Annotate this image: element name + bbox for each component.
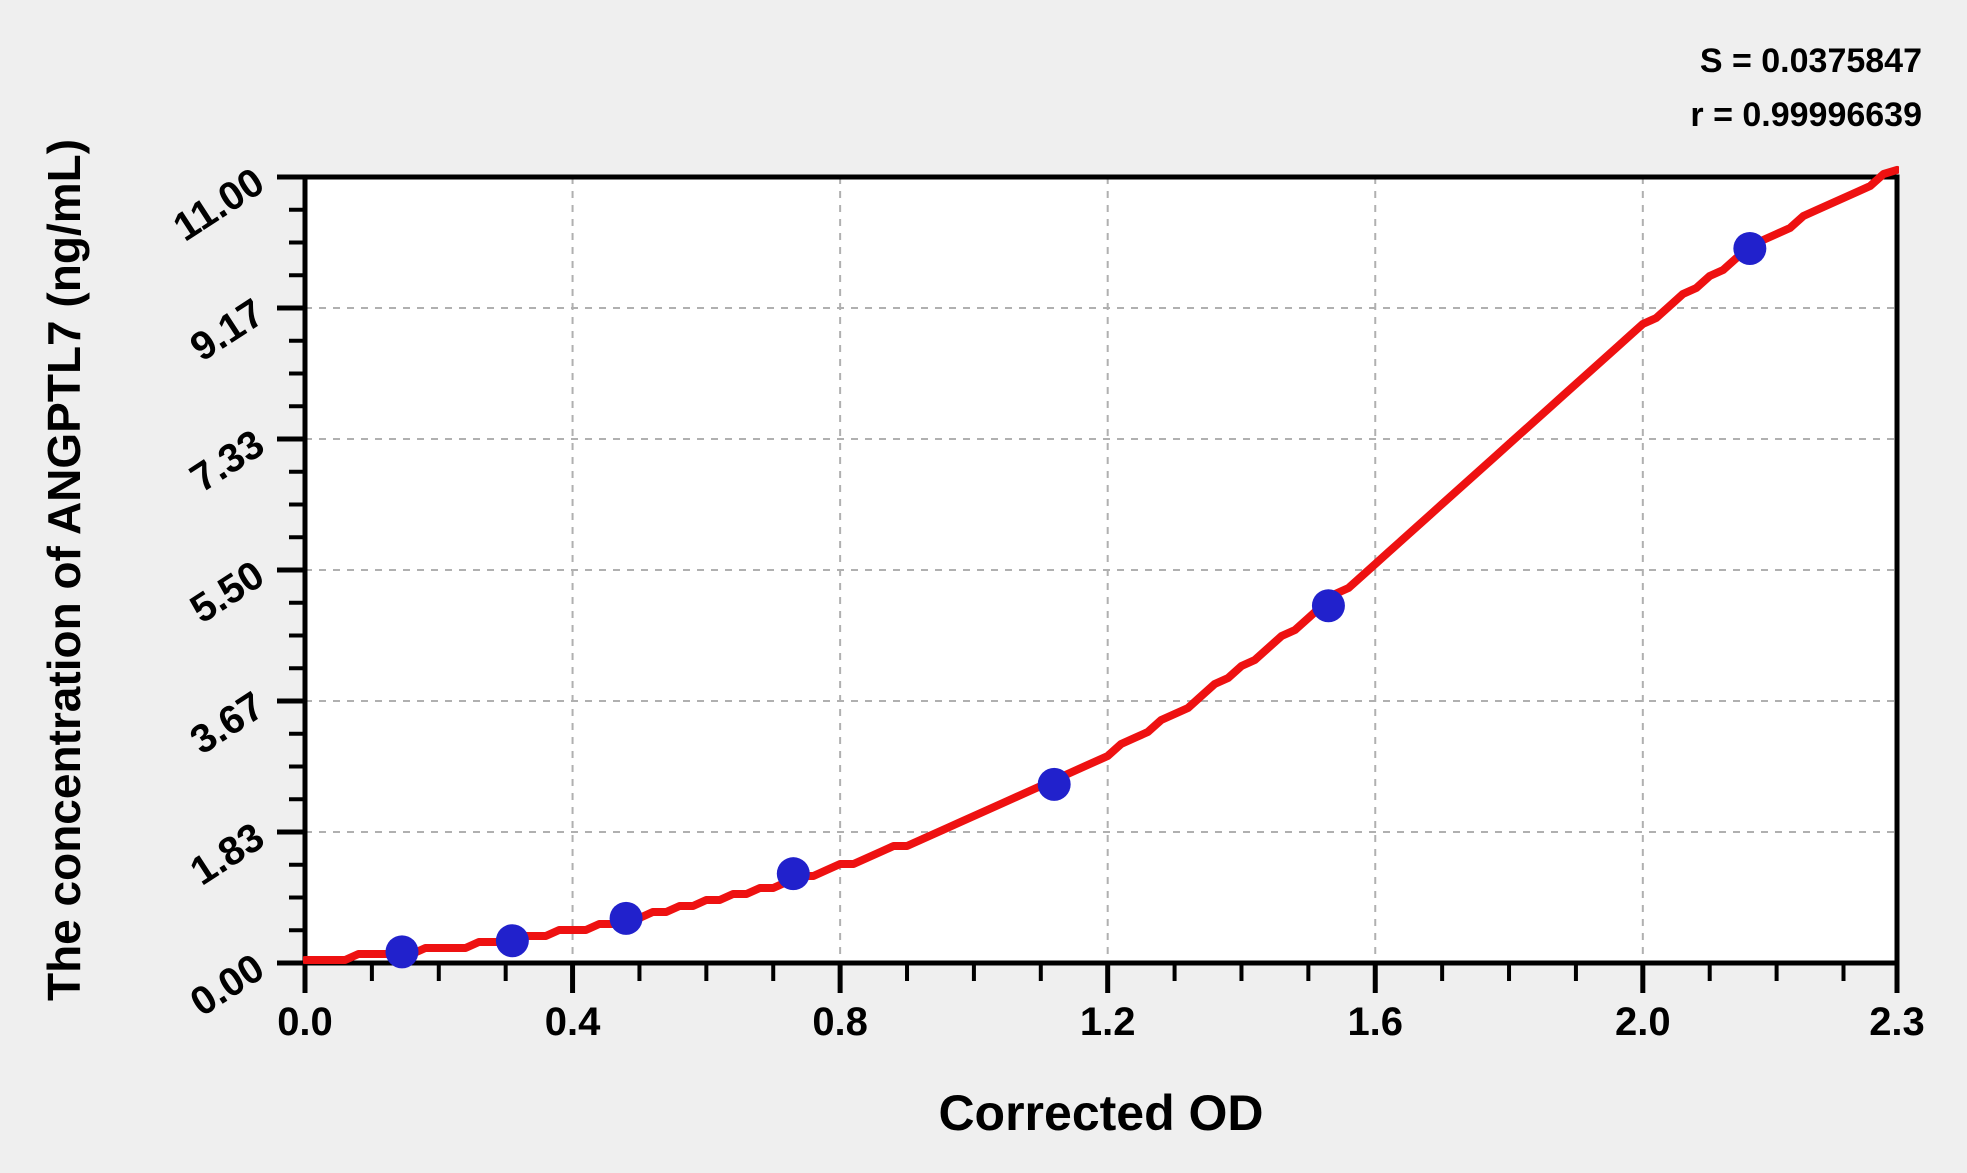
x-axis-title: Corrected OD <box>938 1085 1263 1141</box>
x-tick-label: 0.8 <box>812 1000 868 1044</box>
y-tick-label: 9.17 <box>183 291 272 370</box>
data-point <box>1037 767 1071 801</box>
gridlines <box>305 177 1897 963</box>
x-tick-label: 1.6 <box>1347 1000 1403 1044</box>
data-point <box>776 857 810 891</box>
y-tick-label: 1.83 <box>183 815 272 894</box>
x-tick-label: 2.3 <box>1869 1000 1925 1044</box>
y-axis-title: The concentration of ANGPTL7 (ng/mL) <box>38 139 90 1001</box>
x-tick-label: 1.2 <box>1080 1000 1136 1044</box>
y-tick-label: 5.50 <box>183 553 272 632</box>
y-tick-label: 7.33 <box>183 422 272 501</box>
stat-s-value: S = 0.0375847 <box>1700 42 1922 80</box>
plot-frame <box>302 174 1900 966</box>
axis-ticks <box>277 174 1900 993</box>
data-point <box>495 924 529 958</box>
y-tick-label: 3.67 <box>183 684 272 763</box>
y-tick-label: 11.00 <box>166 160 272 250</box>
data-point <box>385 935 419 969</box>
data-point <box>1733 231 1767 265</box>
x-tick-label: 2.0 <box>1615 1000 1671 1044</box>
x-tick-label: 0.4 <box>545 1000 601 1044</box>
data-point <box>1311 589 1345 623</box>
data-points <box>385 231 1767 969</box>
data-point <box>609 901 643 935</box>
plot-area <box>305 177 1897 963</box>
x-tick-label: 0.0 <box>277 1000 333 1044</box>
fit-curve-line <box>303 165 1899 964</box>
stat-r-value: r = 0.99996639 <box>1690 96 1922 134</box>
y-tick-label: 0.00 <box>183 946 272 1025</box>
